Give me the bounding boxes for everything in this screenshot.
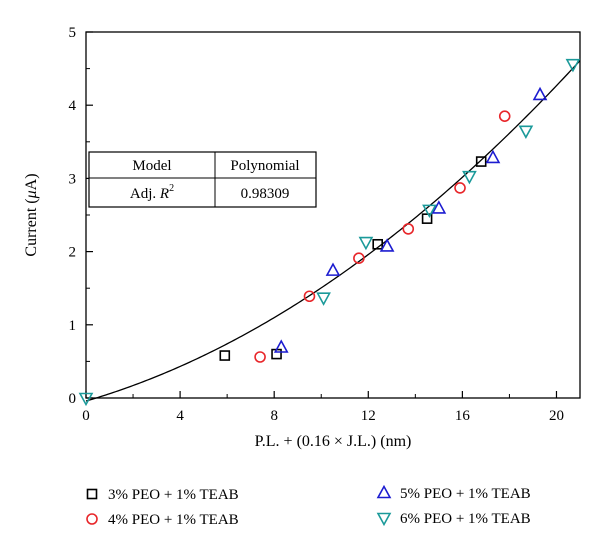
data-point-circle	[353, 252, 365, 264]
data-point-circle	[254, 351, 266, 363]
data-point-circle	[303, 290, 316, 303]
legend-label: 5% PEO + 1% TEAB	[400, 486, 531, 502]
data-point-triangle-down	[565, 58, 581, 73]
data-point-circle	[402, 223, 415, 235]
fit-table-header-model: Model	[132, 158, 171, 174]
fit-table-adj-r2-value: 0.98309	[241, 186, 290, 202]
data-point-square	[219, 350, 231, 361]
y-axis-label-suffix: A)	[23, 173, 40, 190]
legend-label: 3% PEO + 1% TEAB	[108, 487, 239, 503]
data-point-triangle-down	[462, 170, 477, 185]
x-tick-label: 8	[270, 408, 278, 424]
fit-statistics-table: Model Polynomial Adj. R2 0.98309	[88, 151, 317, 208]
data-point-triangle-up	[325, 262, 341, 276]
data-point-triangle-down	[316, 292, 331, 306]
x-tick-label: 4	[176, 408, 184, 424]
y-tick-label: 4	[69, 98, 77, 114]
plot-frame-group	[85, 31, 581, 399]
data-point-square	[372, 238, 383, 250]
data-point-square	[475, 156, 487, 167]
y-axis-label: Current (μA)	[23, 173, 40, 256]
x-tick-label: 12	[361, 408, 376, 424]
data-point-triangle-down	[358, 236, 374, 251]
data-point-circle	[454, 182, 466, 194]
data-markers	[78, 58, 581, 407]
fit-table-adj-r2-label: Adj. R2	[130, 183, 174, 202]
data-point-triangle-down	[518, 125, 534, 139]
y-axis-label-prefix: Current (	[23, 198, 40, 256]
data-point-triangle-up	[485, 149, 501, 164]
axis-ticks	[85, 31, 558, 399]
legend-label: 4% PEO + 1% TEAB	[108, 512, 239, 528]
y-axis-label-mu: μ	[23, 190, 40, 199]
y-tick-label: 0	[69, 391, 77, 407]
legend: 3% PEO + 1% TEAB 4% PEO + 1% TEAB 5% PEO +…	[86, 484, 531, 528]
x-tick-label: 16	[455, 408, 471, 424]
fit-table-header-polynomial: Polynomial	[230, 158, 299, 174]
data-point-triangle-down	[422, 204, 437, 219]
fit-curve	[85, 60, 581, 402]
y-tick-label: 2	[69, 245, 77, 261]
x-axis-label: P.L. + (0.16 × J.L.) (nm)	[255, 433, 412, 450]
data-point-square	[421, 213, 433, 224]
legend-marker-triangle-down	[376, 512, 392, 527]
data-point-triangle-up	[273, 339, 289, 353]
y-tick-label: 5	[69, 25, 77, 41]
legend-marker-circle	[86, 513, 98, 525]
x-tick-label: 20	[549, 408, 564, 424]
data-point-triangle-up	[532, 86, 548, 101]
legend-label: 6% PEO + 1% TEAB	[400, 511, 531, 527]
y-tick-label: 1	[69, 318, 77, 334]
data-point-circle	[498, 110, 511, 122]
r-superscript: 2	[169, 183, 174, 194]
fit-table-border	[88, 151, 317, 208]
x-tick-label: 0	[82, 408, 90, 424]
plot-frame	[85, 31, 581, 399]
data-point-triangle-down	[78, 392, 94, 407]
data-point-triangle-up	[379, 238, 395, 252]
y-tick-label: 3	[69, 171, 77, 187]
adj-label: Adj.	[130, 186, 160, 202]
data-point-triangle-up	[431, 200, 447, 214]
legend-marker-square	[86, 488, 98, 500]
legend-marker-triangle-up	[376, 484, 392, 499]
r-var: R	[159, 186, 169, 202]
